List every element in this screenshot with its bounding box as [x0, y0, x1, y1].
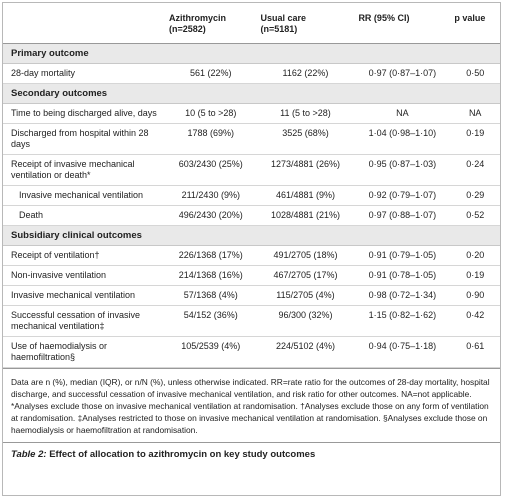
data-row: Non-invasive ventilation 214/1368 (16%) 46… — [3, 265, 500, 286]
column-name: p value — [454, 13, 486, 23]
cell-value: 226/1368 (17%) — [165, 245, 257, 266]
cell-value: 3525 (68%) — [256, 123, 355, 155]
header-cell: RR (95% CI) — [354, 7, 451, 44]
header-cell: Usual care (n=5181) — [256, 7, 355, 44]
header-cell: Azithromycin (n=2582) — [165, 7, 257, 44]
cell-value: 0·92 (0·79–1·07) — [354, 185, 451, 206]
table-frame: Azithromycin (n=2582) Usual care (n=5181) RR… — [2, 2, 501, 496]
cell-value: 10 (5 to >28) — [165, 103, 257, 124]
section-row: Secondary outcomes — [3, 83, 500, 104]
header-cell — [3, 7, 165, 44]
data-row: Invasive mechanical ventilation 57/1368 (… — [3, 285, 500, 306]
row-label: Invasive mechanical ventilation — [3, 185, 165, 206]
cell-value: 0·42 — [450, 305, 500, 337]
cell-value: 1162 (22%) — [256, 63, 355, 84]
data-row: Invasive mechanical ventilation 211/2430 … — [3, 185, 500, 206]
caption: Table 2: Effect of allocation to azithro… — [3, 442, 500, 466]
row-label: Invasive mechanical ventilation — [3, 285, 165, 306]
cell-value: 0·20 — [450, 245, 500, 266]
row-label: Successful cessation of invasive mechani… — [3, 305, 165, 337]
column-name: RR (95% CI) — [358, 13, 410, 23]
row-label: Use of haemodialysis or haemofiltration§ — [3, 336, 165, 368]
cell-value: 54/152 (36%) — [165, 305, 257, 337]
cell-value: 115/2705 (4%) — [256, 285, 355, 306]
cell-value: 96/300 (32%) — [256, 305, 355, 337]
data-row: Death 496/2430 (20%) 1028/4881 (21%) 0·97 (… — [3, 205, 500, 226]
section-title: Subsidiary clinical outcomes — [3, 225, 500, 246]
column-name: Usual care — [260, 13, 307, 23]
cell-value: 491/2705 (18%) — [256, 245, 355, 266]
cell-value: NA — [450, 103, 500, 124]
cell-value: 0·29 — [450, 185, 500, 206]
column-n: (n=2582) — [169, 24, 206, 34]
cell-value: 11 (5 to >28) — [256, 103, 355, 124]
cell-value: 0·50 — [450, 63, 500, 84]
cell-value: 214/1368 (16%) — [165, 265, 257, 286]
cell-value: 0·19 — [450, 265, 500, 286]
cell-value: 57/1368 (4%) — [165, 285, 257, 306]
cell-value: 0·61 — [450, 336, 500, 368]
column-name: Azithromycin — [169, 13, 227, 23]
data-row: Receipt of invasive mechanical ventilati… — [3, 154, 500, 186]
cell-value: 1788 (69%) — [165, 123, 257, 155]
section-title: Secondary outcomes — [3, 83, 500, 104]
data-row: Successful cessation of invasive mechani… — [3, 305, 500, 337]
cell-value: 0·98 (0·72–1·34) — [354, 285, 451, 306]
row-label: Discharged from hospital within 28 days — [3, 123, 165, 155]
row-label: 28-day mortality — [3, 63, 165, 84]
cell-value: 0·24 — [450, 154, 500, 186]
data-row: 28-day mortality 561 (22%) 1162 (22%) 0·97 … — [3, 63, 500, 84]
cell-value: 0·91 (0·78–1·05) — [354, 265, 451, 286]
row-label: Receipt of invasive mechanical ventilati… — [3, 154, 165, 186]
cell-value: 1028/4881 (21%) — [256, 205, 355, 226]
row-label: Death — [3, 205, 165, 226]
cell-value: 1·04 (0·98–1·10) — [354, 123, 451, 155]
row-label: Receipt of ventilation† — [3, 245, 165, 266]
row-label: Non-invasive ventilation — [3, 265, 165, 286]
cell-value: 0·94 (0·75–1·18) — [354, 336, 451, 368]
cell-value: 224/5102 (4%) — [256, 336, 355, 368]
cell-value: NA — [354, 103, 451, 124]
cell-value: 0·52 — [450, 205, 500, 226]
section-row: Subsidiary clinical outcomes — [3, 225, 500, 246]
cell-value: 0·19 — [450, 123, 500, 155]
data-row: Discharged from hospital within 28 days 1… — [3, 123, 500, 155]
cell-value: 0·97 (0·88–1·07) — [354, 205, 451, 226]
section-row: Primary outcome — [3, 43, 500, 64]
cell-value: 561 (22%) — [165, 63, 257, 84]
data-row: Time to being discharged alive, days 10 (… — [3, 103, 500, 124]
section-title: Primary outcome — [3, 43, 500, 64]
data-row: Use of haemodialysis or haemofiltration§… — [3, 336, 500, 368]
cell-value: 0·91 (0·79–1·05) — [354, 245, 451, 266]
row-label: Time to being discharged alive, days — [3, 103, 165, 124]
cell-value: 0·97 (0·87–1·07) — [354, 63, 451, 84]
column-n: (n=5181) — [260, 24, 298, 34]
footnote: Data are n (%), median (IQR), or n/N (%)… — [3, 368, 500, 442]
cell-value: 0·90 — [450, 285, 500, 306]
outcomes-table: Azithromycin (n=2582) Usual care (n=5181) RR… — [3, 7, 500, 368]
header-row: Azithromycin (n=2582) Usual care (n=5181) RR… — [3, 7, 500, 44]
cell-value: 461/4881 (9%) — [256, 185, 355, 206]
caption-label: Table 2: — [11, 449, 47, 460]
cell-value: 0·95 (0·87–1·03) — [354, 154, 451, 186]
cell-value: 105/2539 (4%) — [165, 336, 257, 368]
cell-value: 496/2430 (20%) — [165, 205, 257, 226]
cell-value: 467/2705 (17%) — [256, 265, 355, 286]
cell-value: 1273/4881 (26%) — [256, 154, 355, 186]
header-cell: p value — [450, 7, 500, 44]
data-row: Receipt of ventilation† 226/1368 (17%) 491… — [3, 245, 500, 266]
caption-text: Effect of allocation to azithromycin on … — [49, 449, 316, 460]
cell-value: 1·15 (0·82–1·62) — [354, 305, 451, 337]
cell-value: 603/2430 (25%) — [165, 154, 257, 186]
cell-value: 211/2430 (9%) — [165, 185, 257, 206]
